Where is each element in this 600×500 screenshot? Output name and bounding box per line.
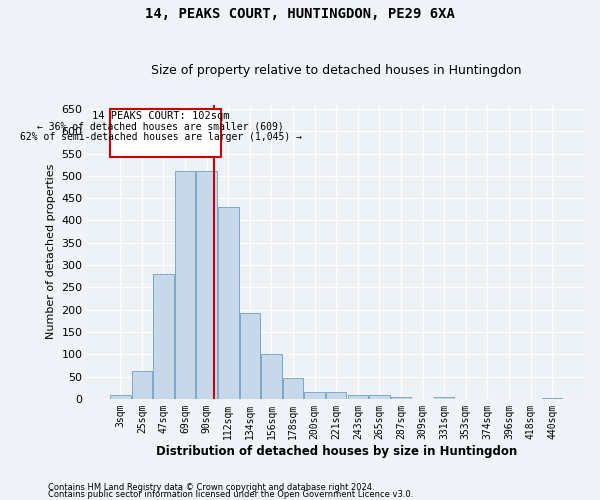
Bar bbox=[261, 354, 282, 399]
X-axis label: Distribution of detached houses by size in Huntingdon: Distribution of detached houses by size … bbox=[155, 444, 517, 458]
Bar bbox=[196, 170, 217, 399]
Bar bbox=[131, 370, 152, 399]
Bar bbox=[391, 397, 411, 399]
Title: Size of property relative to detached houses in Huntingdon: Size of property relative to detached ho… bbox=[151, 64, 521, 77]
Bar bbox=[304, 392, 325, 399]
Bar bbox=[542, 398, 562, 399]
Bar bbox=[283, 378, 303, 399]
Text: 14, PEAKS COURT, HUNTINGDON, PE29 6XA: 14, PEAKS COURT, HUNTINGDON, PE29 6XA bbox=[145, 8, 455, 22]
Text: Contains HM Land Registry data © Crown copyright and database right 2024.: Contains HM Land Registry data © Crown c… bbox=[48, 484, 374, 492]
FancyBboxPatch shape bbox=[110, 109, 221, 157]
Bar bbox=[175, 170, 196, 399]
Bar bbox=[218, 207, 239, 399]
Y-axis label: Number of detached properties: Number of detached properties bbox=[46, 164, 56, 340]
Bar bbox=[347, 396, 368, 399]
Text: 62% of semi-detached houses are larger (1,045) →: 62% of semi-detached houses are larger (… bbox=[20, 132, 302, 141]
Text: 14 PEAKS COURT: 102sqm: 14 PEAKS COURT: 102sqm bbox=[92, 111, 230, 121]
Bar bbox=[239, 313, 260, 399]
Text: ← 36% of detached houses are smaller (609): ← 36% of detached houses are smaller (60… bbox=[37, 122, 284, 132]
Bar bbox=[369, 396, 389, 399]
Bar bbox=[153, 274, 174, 399]
Bar bbox=[434, 397, 454, 399]
Bar bbox=[326, 392, 346, 399]
Text: Contains public sector information licensed under the Open Government Licence v3: Contains public sector information licen… bbox=[48, 490, 413, 499]
Bar bbox=[110, 396, 131, 399]
